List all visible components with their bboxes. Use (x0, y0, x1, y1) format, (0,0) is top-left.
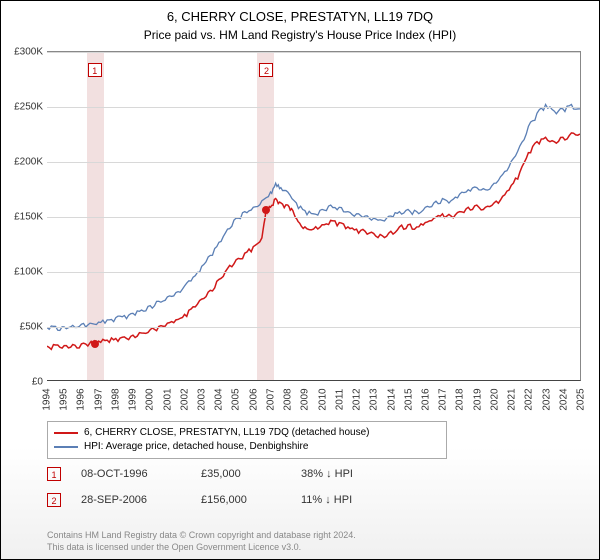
chart-title-address: 6, CHERRY CLOSE, PRESTATYN, LL19 7DQ (1, 1, 599, 24)
gridline (47, 52, 580, 53)
x-axis-label: 2006 (248, 378, 259, 400)
x-axis-label: 2011 (334, 379, 345, 401)
x-axis-label: 2002 (179, 378, 190, 400)
x-axis-label: 2007 (265, 378, 276, 400)
x-axis-label: 2005 (231, 378, 242, 400)
sale-marker-on-chart: 2 (259, 63, 273, 77)
legend-item-property: 6, CHERRY CLOSE, PRESTATYN, LL19 7DQ (de… (54, 426, 440, 440)
x-axis-label: 2008 (283, 378, 294, 400)
sale-price: £156,000 (201, 494, 281, 506)
y-axis-label: £300K (14, 47, 43, 58)
plot-area: £0£50K£100K£150K£200K£250K£300K199419951… (47, 51, 581, 381)
legend: 6, CHERRY CLOSE, PRESTATYN, LL19 7DQ (de… (47, 421, 447, 459)
gridline (47, 162, 580, 163)
x-axis-label: 2015 (403, 378, 414, 400)
chart-container: 6, CHERRY CLOSE, PRESTATYN, LL19 7DQ Pri… (0, 0, 600, 560)
sale-diff: 38% ↓ HPI (301, 468, 381, 480)
x-axis-label: 1995 (59, 378, 70, 400)
x-axis-label: 2024 (558, 378, 569, 400)
x-axis-label: 2018 (455, 378, 466, 400)
sale-diff: 11% ↓ HPI (301, 494, 381, 506)
x-axis-label: 1998 (110, 378, 121, 400)
gridline (47, 107, 580, 108)
x-axis-label: 1996 (76, 378, 87, 400)
y-axis-label: £100K (14, 267, 43, 278)
x-axis-label: 2000 (145, 378, 156, 400)
sale-row-1: 1 08-OCT-1996 £35,000 38% ↓ HPI (47, 467, 567, 481)
gridline (47, 327, 580, 328)
sale-marker: 1 (47, 467, 61, 481)
y-axis-label: £200K (14, 157, 43, 168)
sale-point (91, 340, 99, 348)
footer: Contains HM Land Registry data © Crown c… (47, 529, 356, 553)
sale-row-2: 2 28-SEP-2006 £156,000 11% ↓ HPI (47, 493, 567, 507)
chart-title-desc: Price paid vs. HM Land Registry's House … (1, 24, 599, 42)
x-axis-label: 2016 (420, 378, 431, 400)
x-axis-label: 1997 (93, 378, 104, 400)
legend-label: 6, CHERRY CLOSE, PRESTATYN, LL19 7DQ (de… (84, 426, 370, 440)
sale-marker-on-chart: 1 (88, 63, 102, 77)
x-axis-label: 2013 (369, 378, 380, 400)
y-axis-label: £250K (14, 102, 43, 113)
legend-label: HPI: Average price, detached house, Denb… (84, 440, 308, 454)
x-axis-label: 2001 (162, 378, 173, 400)
legend-swatch (54, 446, 78, 448)
sale-point (262, 206, 270, 214)
sale-date: 08-OCT-1996 (81, 468, 181, 480)
x-axis-label: 2020 (489, 378, 500, 400)
x-axis-label: 2009 (300, 378, 311, 400)
x-axis-label: 2014 (386, 378, 397, 400)
x-axis-label: 2021 (507, 378, 518, 400)
x-axis-label: 2010 (317, 378, 328, 400)
legend-swatch (54, 432, 78, 434)
x-axis-label: 2003 (197, 378, 208, 400)
chart-lines (47, 52, 580, 380)
footer-line2: This data is licensed under the Open Gov… (47, 541, 356, 553)
gridline (47, 272, 580, 273)
legend-item-hpi: HPI: Average price, detached house, Denb… (54, 440, 440, 454)
footer-line1: Contains HM Land Registry data © Crown c… (47, 529, 356, 541)
x-axis-label: 2022 (524, 378, 535, 400)
x-axis-label: 1999 (128, 378, 139, 400)
y-axis-label: £50K (20, 322, 43, 333)
sale-price: £35,000 (201, 468, 281, 480)
x-axis-label: 2017 (438, 378, 449, 400)
x-axis-label: 2012 (352, 378, 363, 400)
sale-date: 28-SEP-2006 (81, 494, 181, 506)
x-axis-label: 2023 (541, 378, 552, 400)
sale-marker: 2 (47, 493, 61, 507)
x-axis-label: 2019 (472, 378, 483, 400)
x-axis-label: 2004 (214, 378, 225, 400)
x-axis-label: 2025 (576, 378, 587, 400)
x-axis-label: 1994 (42, 378, 53, 400)
gridline (47, 217, 580, 218)
y-axis-label: £150K (14, 212, 43, 223)
